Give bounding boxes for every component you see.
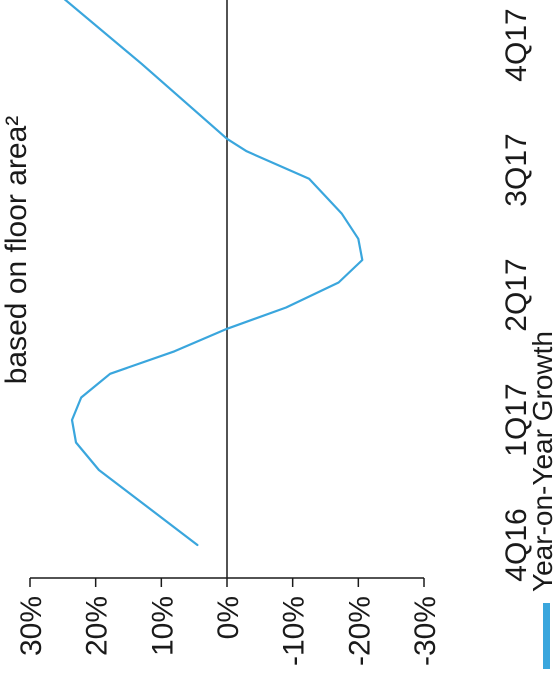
y-tick-label: 20%	[81, 596, 114, 656]
y-tick-label: 0%	[212, 596, 245, 639]
chart-title: based on floor area²	[0, 116, 33, 385]
legend-swatch	[543, 603, 550, 669]
x-tick-label: 4Q17	[500, 8, 533, 81]
series-line-year-on-year-growth	[63, 0, 364, 547]
y-axis-ticks: 30% 20% 10% 0% -10% -20% -30%	[15, 578, 442, 666]
y-tick-label: -20%	[343, 596, 376, 666]
x-axis-ticks: 4Q16 1Q17 2Q17 3Q17 4Q17	[500, 8, 533, 581]
x-tick-label: 2Q17	[500, 258, 533, 331]
x-tick-label: 3Q17	[500, 133, 533, 206]
y-tick-label: 30%	[15, 596, 48, 656]
y-tick-label: 10%	[146, 596, 179, 656]
legend-label: Year-on-Year Growth	[527, 331, 558, 592]
y-tick-label: -30%	[409, 596, 442, 666]
y-tick-label: -10%	[278, 596, 311, 666]
legend: Year-on-Year Growth	[527, 331, 558, 669]
x-tick-label: 1Q17	[500, 383, 533, 456]
plot-area: 30% 20% 10% 0% -10% -20% -30% 4Q16 1Q17 2Q17 3Q17…	[15, 0, 533, 666]
x-tick-label: 4Q16	[500, 508, 533, 581]
